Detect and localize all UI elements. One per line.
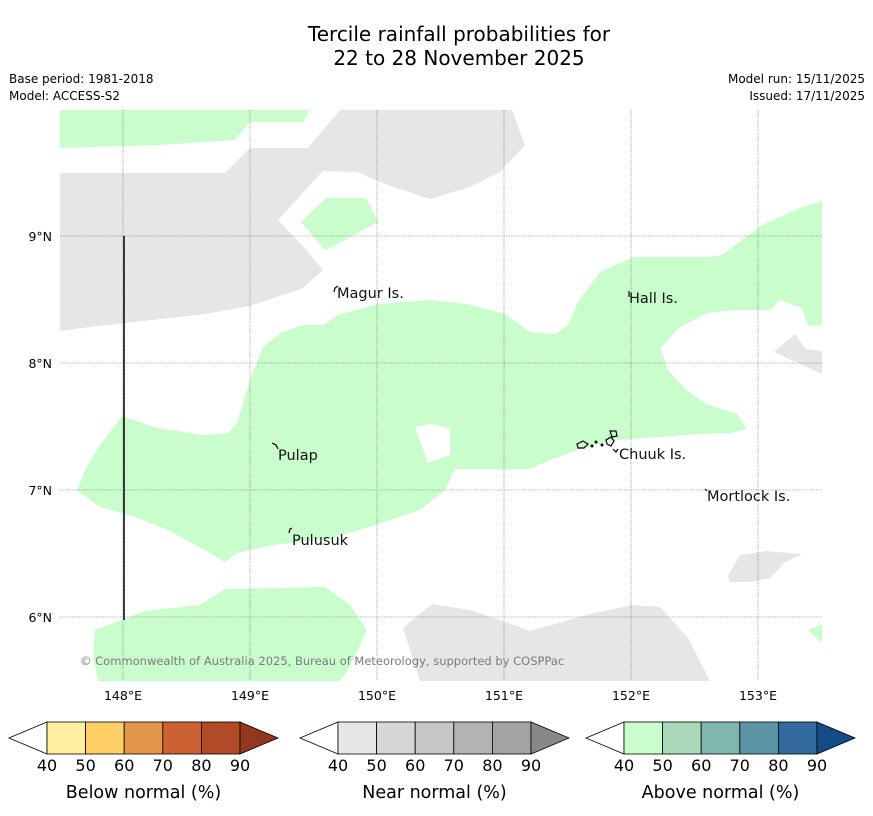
island-chuuk: [576, 430, 619, 453]
title-line-2: 22 to 28 November 2025: [333, 46, 585, 70]
title-line-1: Tercile rainfall probabilities for: [307, 22, 611, 46]
lat-label: 7°N: [28, 483, 52, 498]
near-normal-region: [403, 604, 710, 681]
colorbar-max-extend: [239, 721, 280, 755]
colorbar-tick-label: 80: [482, 756, 502, 775]
colorbar-tick-label: 40: [614, 756, 634, 775]
place-label-mortlock: Mortlock Is.: [707, 489, 790, 505]
island-pulusuk: [288, 527, 293, 534]
colorbar-tick-label: 50: [75, 756, 95, 775]
lon-label: 150°E: [358, 688, 396, 703]
colorbar-segment: [739, 721, 779, 755]
map-area: Magur Is. Hall Is. Pulap Chuuk Is. Mortl…: [60, 110, 822, 681]
above-normal-region: [301, 198, 378, 250]
above-normal-region: [77, 201, 822, 562]
colorbar-tick-label: 70: [730, 756, 750, 775]
lon-label: 149°E: [231, 688, 269, 703]
place-labels: Magur Is. Hall Is. Pulap Chuuk Is. Mortl…: [278, 286, 790, 549]
place-label-pulap: Pulap: [278, 448, 318, 464]
model-name: Model: ACCESS-S2: [9, 89, 121, 103]
place-label-pulusuk: Pulusuk: [292, 533, 349, 549]
colorbar-segment: [491, 721, 532, 755]
model-run: Model run: 15/11/2025: [727, 72, 865, 86]
colorbar-segment: [376, 721, 416, 755]
lat-label: 9°N: [28, 229, 52, 244]
lon-label: 151°E: [485, 688, 523, 703]
colorbar-tick-label: 60: [405, 756, 425, 775]
place-label-hall: Hall Is.: [629, 291, 678, 307]
colorbar-segment: [623, 721, 663, 755]
island-mortlock: [704, 488, 708, 492]
colorbar-tick-label: 90: [230, 756, 250, 775]
colorbar-tick-label: 90: [807, 756, 827, 775]
colorbar-above-normal: 40 50 60 70 80 90 Above normal (%): [584, 721, 857, 803]
base-period: Base period: 1981-2018: [9, 72, 154, 86]
place-label-chuuk: Chuuk Is.: [619, 447, 686, 463]
colorbar-max-extend: [530, 721, 571, 755]
colorbar-tick-label: 60: [691, 756, 711, 775]
colorbar-title: Below normal (%): [66, 783, 221, 803]
colorbar-segment: [700, 721, 741, 755]
axis-labels: 9°N 8°N 7°N 6°N 148°E 149°E 150°E 151°E …: [28, 229, 777, 703]
colorbar-segment: [123, 721, 164, 755]
colorbar-tick-label: 40: [328, 756, 348, 775]
colorbar-segment: [414, 721, 455, 755]
colorbar-segment: [662, 721, 702, 755]
island-pulap: [271, 442, 279, 450]
lon-label: 152°E: [612, 688, 650, 703]
colorbar-tick-label: 40: [37, 756, 57, 775]
colorbar-segment: [778, 721, 818, 755]
near-normal-region: [60, 110, 525, 331]
lon-label: 148°E: [104, 688, 142, 703]
lon-label: 153°E: [739, 688, 777, 703]
above-normal-region: [93, 587, 367, 681]
near-normal-region: [72, 209, 216, 238]
colorbar-segment: [453, 721, 493, 755]
colorbar-tick-label: 50: [366, 756, 386, 775]
colorbar-segment: [162, 721, 202, 755]
colorbar-tick-label: 50: [652, 756, 672, 775]
colorbar-min-extend: [584, 721, 625, 755]
gridlines: [60, 110, 822, 681]
colorbar-tick-label: 90: [521, 756, 541, 775]
near-normal-region: [728, 551, 802, 582]
place-label-magur: Magur Is.: [337, 286, 404, 302]
near-normal-region: [774, 334, 822, 374]
colorbar-segment: [46, 721, 86, 755]
above-normal-region: [808, 624, 822, 643]
island-magur: [333, 285, 339, 293]
colorbar-title: Near normal (%): [362, 783, 507, 803]
lat-label: 6°N: [28, 610, 52, 625]
colorbar-min-extend: [7, 721, 48, 755]
colorbar-tick-label: 70: [444, 756, 464, 775]
colorbar-tick-label: 80: [191, 756, 211, 775]
island-outlines: [271, 285, 708, 534]
colorbar-tick-label: 70: [153, 756, 173, 775]
colorbar-near-normal: 40 50 60 70 80 90 Near normal (%): [298, 721, 571, 803]
colorbar-title: Above normal (%): [642, 783, 800, 803]
colorbar-min-extend: [298, 721, 339, 755]
meta-right: Model run: 15/11/2025 Issued: 17/11/2025: [728, 71, 865, 105]
colorbar-tick-label: 80: [768, 756, 788, 775]
colorbar-segment: [337, 721, 377, 755]
colorbar-segment: [85, 721, 125, 755]
copyright: © Commonwealth of Australia 2025, Bureau…: [80, 654, 564, 668]
meta-left: Base period: 1981-2018 Model: ACCESS-S2: [9, 71, 154, 105]
above-normal-region: [60, 110, 310, 148]
issued-date: Issued: 17/11/2025: [749, 89, 865, 103]
colorbar-max-extend: [816, 721, 857, 755]
colorbar-tick-label: 60: [114, 756, 134, 775]
lat-label: 8°N: [28, 356, 52, 371]
chart-title: Tercile rainfall probabilities for 22 to…: [0, 22, 873, 70]
colorbar-below-normal: 40 50 60 70 80 90 Below normal (%): [7, 721, 280, 803]
colorbar-segment: [200, 721, 241, 755]
